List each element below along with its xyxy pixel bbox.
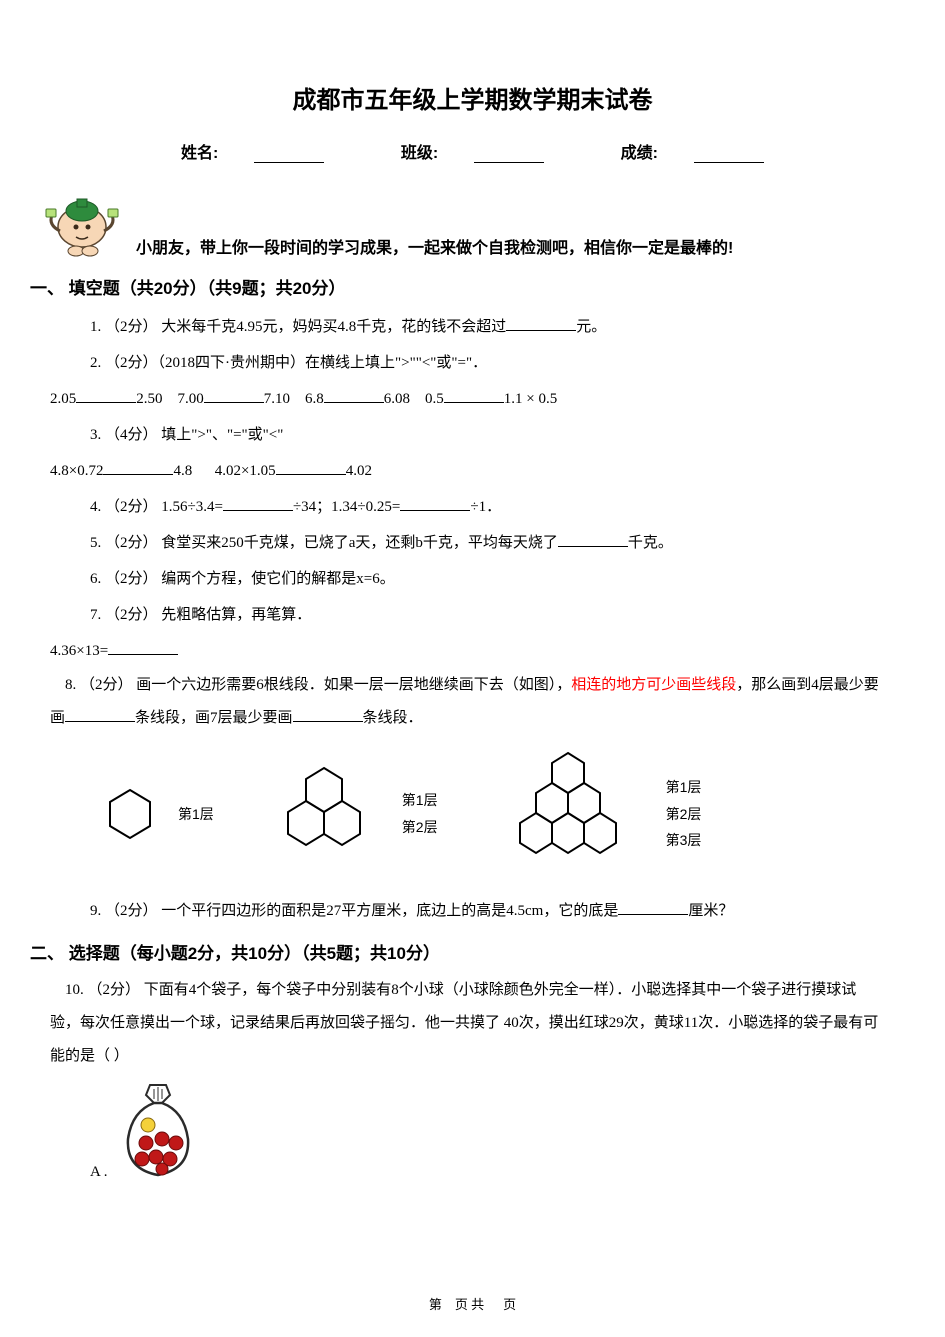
question-10: 10. （2分） 下面有4个袋子，每个袋子中分别装有8个小球（小球除颜色外完全一… bbox=[50, 974, 885, 1073]
question-4: 4. （2分） 1.56÷3.4=÷34；1.34÷0.25=÷1． bbox=[90, 489, 885, 525]
info-line: 姓名: 班级: 成绩: bbox=[60, 139, 885, 163]
hex-layer-3-icon bbox=[488, 749, 648, 879]
question-3-items: 4.8×0.724.8 4.02×1.054.02 bbox=[50, 453, 885, 489]
hex-layer-1-icon bbox=[100, 784, 160, 844]
option-a-row: A . bbox=[90, 1081, 885, 1181]
hex-label-3b: 第2层 bbox=[666, 801, 702, 828]
class-label: 班级: bbox=[383, 145, 562, 162]
question-7b: 4.36×13= bbox=[50, 633, 885, 669]
score-label: 成绩: bbox=[603, 145, 782, 162]
sack-icon bbox=[118, 1081, 198, 1181]
section-1-heading: 一、 填空题（共20分）（共9题；共20分） bbox=[30, 274, 885, 299]
question-1: 1. （2分） 大米每千克4.95元，妈妈买4.8千克，花的钱不会超过元。 bbox=[90, 309, 885, 345]
option-a-label: A . bbox=[90, 1164, 108, 1181]
question-5: 5. （2分） 食堂买来250千克煤，已烧了a天，还剩b千克，平均每天烧了千克。 bbox=[90, 525, 885, 561]
question-3: 3. （4分） 填上">"、"="或"<" bbox=[90, 417, 885, 453]
hexagon-diagram: 第1层 第1层 第2层 第1层 第2层 第3层 bbox=[100, 749, 885, 879]
hex-label-3a: 第1层 bbox=[666, 774, 702, 801]
question-7: 7. （2分） 先粗略估算，再笔算． bbox=[90, 597, 885, 633]
hex-label-3c: 第3层 bbox=[666, 827, 702, 854]
page-footer: 第 1 页 共 11 页 bbox=[0, 1294, 945, 1313]
page-title: 成都市五年级上学期数学期末试卷 bbox=[60, 80, 885, 115]
hex-label-2b: 第2层 bbox=[402, 814, 438, 841]
question-2-items: 2.052.50 7.007.10 6.86.08 0.51.1 × 0.5 bbox=[50, 381, 885, 417]
question-6: 6. （2分） 编两个方程，使它们的解都是x=6。 bbox=[90, 561, 885, 597]
hex-label-1: 第1层 bbox=[178, 801, 214, 828]
section-2-heading: 二、 选择题（每小题2分，共10分）（共5题；共10分） bbox=[30, 939, 885, 964]
question-2: 2. （2分）（2018四下·贵州期中）在横线上填上">""<"或"="． bbox=[90, 345, 885, 381]
name-label: 姓名: bbox=[163, 145, 342, 162]
greeting-text: 小朋友，带上你一段时间的学习成果，一起来做个自我检测吧，相信你一定是最棒的! bbox=[136, 181, 733, 264]
mascot-icon bbox=[40, 181, 130, 261]
question-8: 8. （2分） 画一个六边形需要6根线段．如果一层一层地继续画下去（如图），相连… bbox=[50, 669, 885, 735]
question-9: 9. （2分） 一个平行四边形的面积是27平方厘米，底边上的高是4.5cm，它的… bbox=[90, 893, 885, 929]
hex-label-2a: 第1层 bbox=[402, 787, 438, 814]
hex-layer-2-icon bbox=[264, 764, 384, 864]
